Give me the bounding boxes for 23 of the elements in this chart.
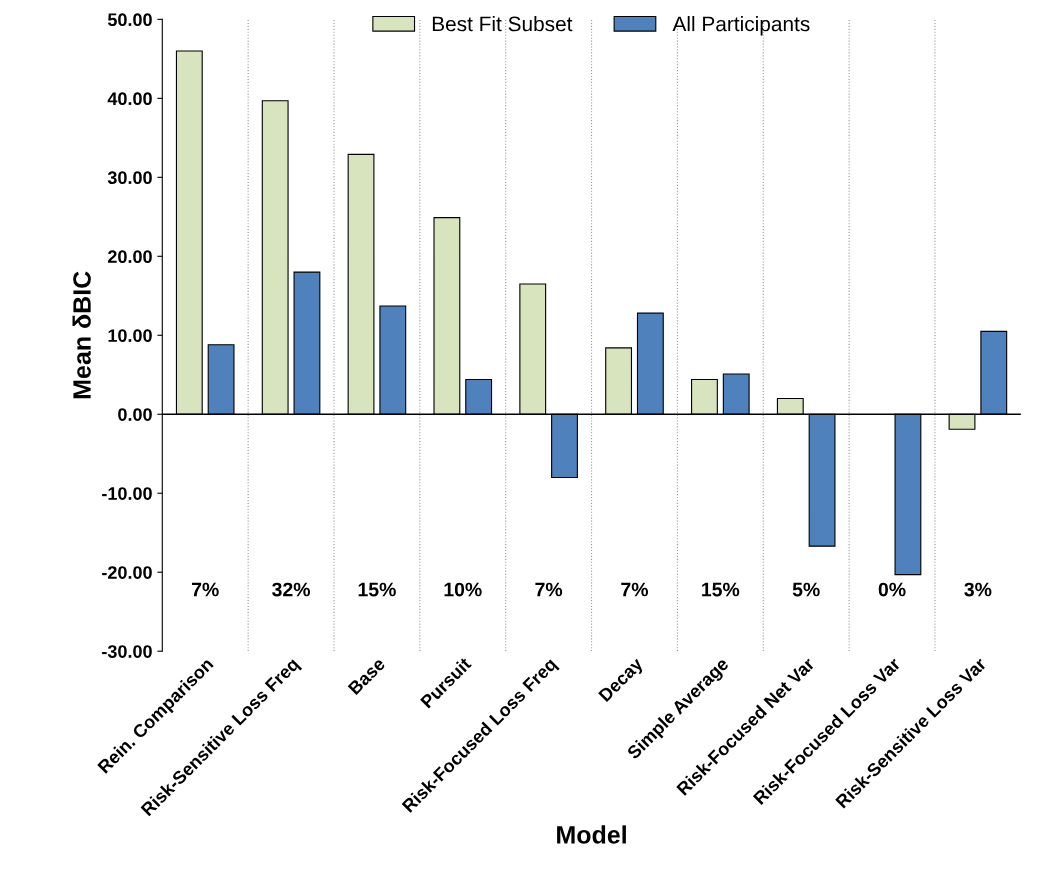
annotation: 15% (358, 582, 396, 597)
annotation: 10% (444, 582, 482, 597)
y-tick-label: 40.00 (107, 92, 152, 106)
y-tick-label: 30.00 (107, 171, 152, 185)
y-tick-label: 20.00 (108, 250, 152, 264)
annotation: 7% (621, 582, 649, 597)
y-tick-label: 10.00 (108, 329, 152, 342)
annotation: 7% (192, 582, 219, 597)
y-axis-title: Mean δBIC (72, 271, 91, 399)
y-tick-label: -20.00 (102, 566, 152, 579)
legend-label: Best Fit Subset (432, 16, 573, 32)
x-axis-title: Model (557, 825, 626, 844)
annotation: 15% (702, 582, 740, 597)
y-tick-label: -10.00 (102, 487, 152, 500)
y-tick-label: -30.00 (102, 645, 152, 658)
y-tick-label: 0.00 (118, 408, 152, 421)
annotation: 5% (792, 582, 820, 597)
annotation: 7% (535, 582, 563, 597)
annotation: 0% (878, 582, 906, 597)
annotation: 3% (964, 582, 992, 597)
legend-label: All Participants (672, 16, 810, 36)
annotation: 32% (272, 582, 311, 597)
y-tick-label: 50.00 (107, 13, 152, 27)
